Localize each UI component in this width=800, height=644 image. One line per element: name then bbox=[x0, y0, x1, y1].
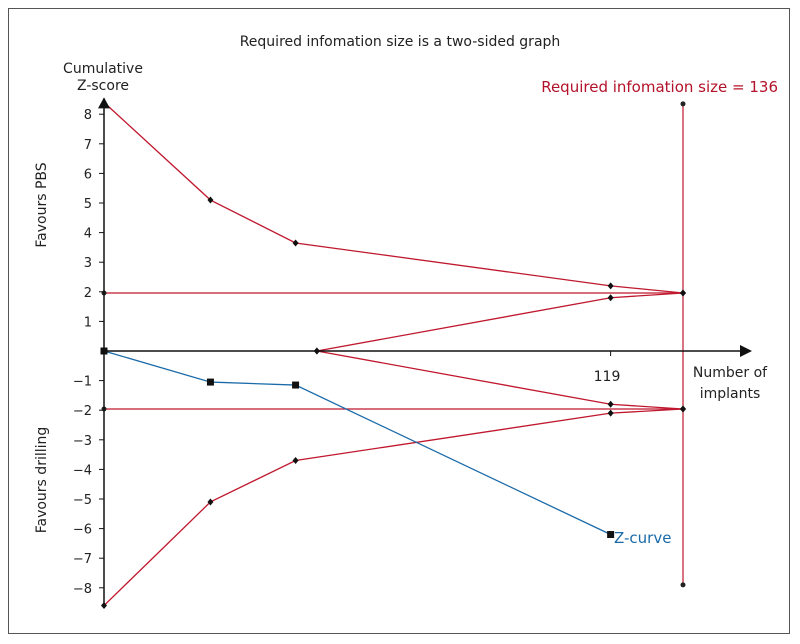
y-axis-arrow bbox=[98, 97, 110, 109]
ris-endpoint-top bbox=[680, 101, 686, 107]
y-tick-label: −8 bbox=[73, 582, 92, 597]
y-tick-label: 8 bbox=[84, 108, 92, 123]
upper-boundary-point bbox=[207, 196, 214, 204]
ris-label: Required infomation size = 136 bbox=[541, 78, 778, 96]
ris-endpoint-bottom bbox=[680, 582, 686, 588]
y-tick-label: −7 bbox=[73, 552, 92, 567]
y-tick-label: −5 bbox=[73, 493, 92, 508]
favours-drilling-label: Favours drilling bbox=[34, 427, 50, 534]
series-group bbox=[103, 101, 684, 607]
lower-boundary-point bbox=[607, 409, 614, 417]
upper-boundary-line bbox=[103, 101, 684, 294]
favours-pbs-label: Favours PBS bbox=[34, 162, 50, 247]
x-axis-label-line1: Number of bbox=[693, 365, 768, 381]
lower-boundary-point bbox=[207, 498, 214, 506]
y-tick-label: 2 bbox=[84, 286, 92, 301]
zcurve-point bbox=[206, 378, 214, 386]
y-tick-label: 5 bbox=[84, 197, 92, 212]
y-tick-label: 1 bbox=[84, 315, 92, 330]
z-curve-line bbox=[103, 350, 611, 536]
inner-upper-line bbox=[316, 292, 684, 352]
marker-group bbox=[100, 101, 686, 610]
y-axis-label-line2: Z-score bbox=[77, 78, 129, 94]
inner-lower-point bbox=[607, 400, 614, 408]
y-tick-label: 7 bbox=[84, 138, 92, 153]
chart-title: Required infomation size is a two-sided … bbox=[240, 34, 561, 50]
y-tick-label: −3 bbox=[73, 434, 92, 449]
y-tick-label: 4 bbox=[84, 227, 92, 242]
y-tick-label: 3 bbox=[84, 256, 92, 271]
lower-boundary-line bbox=[103, 408, 684, 607]
lower-boundary-point bbox=[292, 457, 299, 465]
y-tick-label: −6 bbox=[73, 523, 92, 538]
x-axis-arrow bbox=[740, 345, 752, 357]
inner-lower-point bbox=[680, 405, 686, 413]
y-axis-label-line1: Cumulative bbox=[63, 61, 143, 77]
y-tick-label: −1 bbox=[73, 375, 92, 390]
zcurve-point bbox=[292, 381, 300, 389]
x-axis-label-line2: implants bbox=[700, 386, 761, 402]
y-tick-label: −2 bbox=[73, 404, 92, 419]
y-tick-label: 6 bbox=[84, 167, 92, 182]
y-tick-group: 8 7 6 5 4 3 2 1 −1 −2 −3 −4 −5 −6 −7 −8 bbox=[73, 108, 104, 597]
x-tick-label-119: 119 bbox=[594, 369, 621, 385]
chart-frame bbox=[8, 8, 790, 634]
y-tick-label: −4 bbox=[73, 463, 92, 478]
inner-upper-point bbox=[680, 289, 686, 297]
zcurve-point bbox=[607, 531, 615, 539]
zcurve-label: Z-curve bbox=[614, 529, 671, 547]
upper-boundary-point bbox=[292, 239, 299, 247]
inner-upper-point bbox=[607, 294, 614, 302]
lower-boundary-point bbox=[101, 602, 107, 610]
upper-boundary-point bbox=[607, 282, 614, 290]
inner-lower-line bbox=[316, 350, 684, 410]
